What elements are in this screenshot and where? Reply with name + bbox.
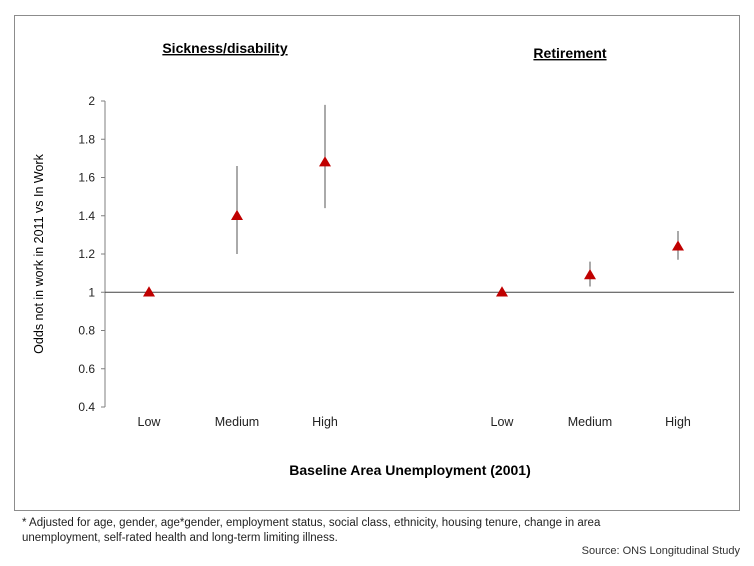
x-tick-label: Medium [215, 415, 259, 429]
y-tick-label: 0.4 [78, 400, 95, 414]
y-tick-label: 1.4 [78, 209, 95, 223]
source-note: Source: ONS Longitudinal Study [581, 545, 740, 557]
data-point-marker [143, 286, 155, 297]
x-tick-label: Low [491, 415, 515, 429]
y-tick-label: 1 [88, 285, 95, 299]
y-tick-label: 2 [88, 94, 95, 108]
data-point-marker [231, 209, 243, 220]
panel-title: Retirement [533, 45, 606, 61]
x-tick-label: Low [138, 415, 162, 429]
panel-title: Sickness/disability [162, 40, 287, 56]
y-tick-label: 1.6 [78, 171, 95, 185]
x-tick-label: High [665, 415, 691, 429]
y-tick-label: 0.8 [78, 324, 95, 338]
y-axis-label: Odds not in work in 2011 vs In Work [32, 153, 46, 353]
data-point-marker [496, 286, 508, 297]
y-tick-label: 1.8 [78, 132, 95, 146]
x-tick-label: Medium [568, 415, 612, 429]
x-tick-label: High [312, 415, 338, 429]
x-axis-label: Baseline Area Unemployment (2001) [289, 462, 530, 478]
y-tick-label: 0.6 [78, 362, 95, 376]
data-point-marker [672, 240, 684, 251]
data-point-marker [319, 156, 331, 167]
data-point-marker [584, 269, 596, 280]
footnote: * Adjusted for age, gender, age*gender, … [22, 517, 601, 544]
y-tick-label: 1.2 [78, 247, 95, 261]
chart-frame [14, 15, 740, 511]
